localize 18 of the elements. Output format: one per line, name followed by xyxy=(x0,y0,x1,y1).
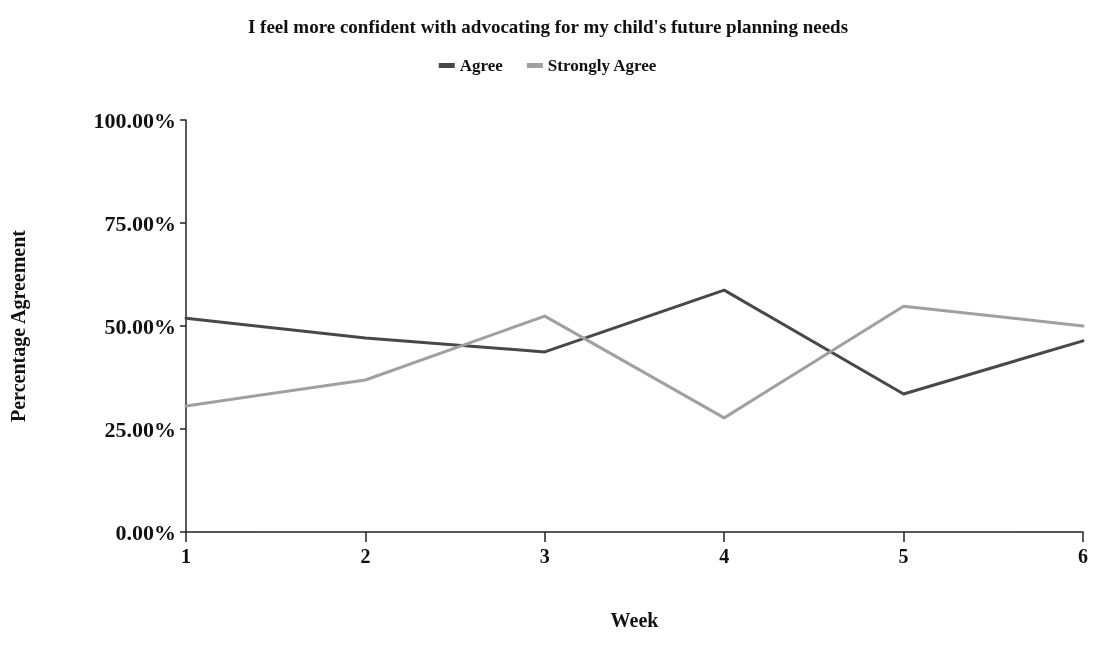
chart-title: I feel more confident with advocating for my child's future planning needs xyxy=(247,16,849,37)
line-series xyxy=(184,304,1085,420)
legend-label: Strongly Agree xyxy=(547,56,657,75)
y-tick-label: 25.00% xyxy=(104,416,176,442)
y-tick-label: 75.00% xyxy=(104,210,176,236)
x-tick-label: 2 xyxy=(360,545,371,567)
x-tick-label: 1 xyxy=(181,545,191,567)
y-tick-label: 100.00% xyxy=(93,107,176,133)
x-tick-label: 5 xyxy=(898,545,909,567)
y-tick-label: 50.00% xyxy=(104,313,176,339)
legend-label: Agree xyxy=(459,56,504,75)
y-tick-label: 0.00% xyxy=(115,519,176,545)
x-tick-label: 6 xyxy=(1078,545,1088,567)
x-tick-label: 3 xyxy=(539,545,550,567)
x-axis-title: Week xyxy=(610,609,660,631)
y-axis-title: Percentage Agreement xyxy=(7,229,30,422)
line-series xyxy=(184,288,1085,396)
x-tick-label: 4 xyxy=(719,545,730,567)
